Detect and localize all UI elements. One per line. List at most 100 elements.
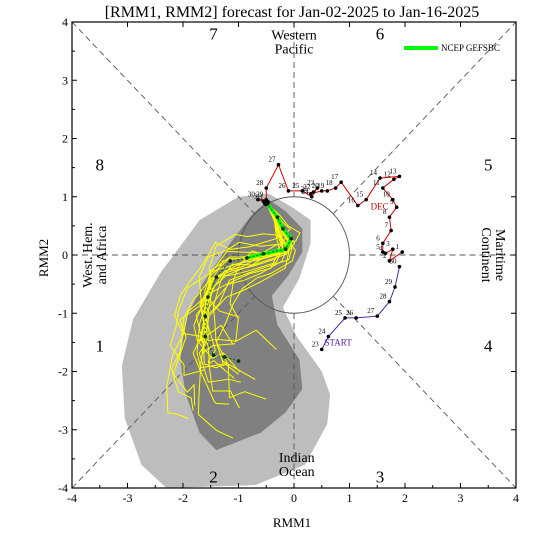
observed-dec-line bbox=[257, 163, 403, 262]
phase-label: 7 bbox=[209, 25, 218, 44]
ensemble-member-line bbox=[166, 202, 281, 419]
forecast-point bbox=[236, 359, 241, 363]
observed-dec-point bbox=[381, 250, 385, 254]
forecast-start-point bbox=[262, 199, 270, 207]
forecast-point bbox=[203, 314, 207, 318]
forecast-point bbox=[281, 226, 285, 231]
x-tick-label: 2 bbox=[402, 491, 408, 505]
region-label-line: Pacific bbox=[275, 42, 314, 57]
observed-dec-point bbox=[264, 186, 269, 190]
region-label-line: Maritime bbox=[492, 229, 507, 281]
observed-dec-day-label: 1 bbox=[260, 194, 264, 202]
observed-dec-day-label: 19 bbox=[317, 182, 325, 190]
observed-dec-point bbox=[325, 189, 330, 193]
observed-dec-day-label: 18 bbox=[326, 179, 334, 187]
observed-dec-day-label: 28 bbox=[256, 179, 264, 187]
observed-dec-day-label: 6 bbox=[376, 234, 380, 242]
observed-dec-day-label: 4 bbox=[379, 244, 383, 252]
observed-dec-day-label: 2 bbox=[383, 252, 387, 260]
observed-dec-day-label: 29 bbox=[256, 191, 264, 199]
chart-title: [RMM1, RMM2] forecast for Jan-02-2025 to… bbox=[105, 4, 480, 21]
region-label: Indian Ocean bbox=[279, 451, 315, 480]
observed-dec-point bbox=[387, 215, 392, 219]
observed-dec-day-label: 1 bbox=[396, 243, 400, 251]
ensemble-member-line bbox=[193, 202, 289, 373]
forecast-point bbox=[211, 353, 216, 357]
ensemble-member-line bbox=[202, 202, 290, 379]
y-tick-label: -4 bbox=[58, 481, 68, 495]
region-label: West. Hem.and Africa bbox=[81, 222, 110, 287]
x-axis-label: RMM1 bbox=[273, 515, 311, 530]
observed-dec-day-label: 26 bbox=[278, 182, 286, 190]
observed-dec-day-label: 30 bbox=[248, 191, 256, 199]
observed-dec-day-label: 22 bbox=[303, 183, 311, 191]
observed-nov-day-label: 24 bbox=[318, 328, 326, 336]
observed-dec-day-label: 17 bbox=[331, 173, 339, 181]
y-tick-label: 3 bbox=[62, 73, 68, 87]
observed-dec-day-label: 12 bbox=[384, 170, 392, 178]
x-tick-label: 3 bbox=[458, 491, 464, 505]
forecast-point bbox=[245, 256, 249, 260]
observed-nov-day-label: 28 bbox=[379, 293, 387, 301]
y-axis-label: RMM2 bbox=[36, 239, 51, 277]
region-label: Western Pacific bbox=[271, 28, 317, 57]
observed-dec-point bbox=[387, 259, 392, 263]
observed-nov-day-label: 30 bbox=[389, 258, 397, 266]
observed-dec-day-label: 7 bbox=[385, 222, 389, 230]
phase-label: 6 bbox=[376, 25, 385, 44]
observed-nov-point bbox=[354, 316, 358, 320]
region-label-line: Continent bbox=[478, 227, 493, 282]
x-tick-label: -1 bbox=[234, 491, 244, 505]
observed-dec-day-label: 5 bbox=[376, 243, 380, 251]
forecast-point bbox=[289, 236, 294, 241]
observed-dec-day-label: 20 bbox=[312, 182, 320, 190]
diagonal-guide bbox=[71, 295, 256, 489]
diagonal-guide bbox=[71, 21, 256, 215]
observed-dec-point bbox=[400, 250, 405, 254]
observed-dec-point bbox=[315, 186, 320, 190]
phase-label: 8 bbox=[96, 156, 105, 175]
region-label-line: Indian bbox=[279, 451, 315, 466]
forecast-point bbox=[214, 275, 219, 279]
observed-dec-day-label: 13 bbox=[389, 167, 397, 175]
observed-dec-day-label: 23 bbox=[307, 179, 315, 187]
observed-dec-day-label: 8 bbox=[383, 208, 387, 216]
observed-dec-point bbox=[300, 189, 305, 193]
y-tick-label: 1 bbox=[62, 190, 68, 204]
observed-nov-day-label: 29 bbox=[385, 278, 393, 286]
y-tick-label: -3 bbox=[58, 423, 68, 437]
ensemble-member-line bbox=[172, 202, 284, 406]
forecast-point bbox=[283, 247, 288, 251]
observed-dec-day-label: 31 bbox=[253, 192, 261, 200]
observed-dec-point bbox=[256, 197, 260, 202]
forecast-point bbox=[228, 259, 232, 263]
region-label-line: and Africa bbox=[95, 225, 110, 284]
observed-nov-point bbox=[343, 316, 347, 320]
track-annotation: DEC bbox=[371, 202, 389, 212]
y-tick-label: 0 bbox=[62, 248, 68, 262]
observed-dec-day-label: 10 bbox=[383, 191, 391, 199]
legend-label: NCEP GEFSBC bbox=[441, 43, 500, 53]
phase-label: 5 bbox=[484, 156, 493, 175]
observed-dec-day-label: 27 bbox=[268, 156, 276, 164]
x-tick-label: -3 bbox=[123, 491, 133, 505]
observed-dec-point bbox=[381, 241, 385, 246]
observed-dec-point bbox=[383, 251, 388, 256]
observed-dec-point bbox=[392, 177, 396, 182]
diagonal-guide bbox=[332, 21, 517, 215]
phase-label: 1 bbox=[96, 336, 105, 355]
observed-dec-point bbox=[397, 174, 402, 179]
observed-nov-point bbox=[375, 314, 380, 318]
forecast-point bbox=[206, 295, 210, 299]
phase-label: 3 bbox=[376, 467, 385, 486]
observed-dec-point bbox=[333, 186, 338, 190]
y-tick-label: 2 bbox=[62, 132, 68, 146]
observed-dec-day-label: 9 bbox=[390, 198, 394, 206]
observed-dec-point bbox=[381, 186, 385, 190]
observed-dec-day-label: 21 bbox=[301, 185, 309, 193]
ensemble-member-line bbox=[192, 202, 289, 405]
observed-dec-point bbox=[390, 247, 395, 251]
observed-dec-point bbox=[390, 197, 395, 202]
observed-dec-point bbox=[364, 197, 368, 202]
observed-nov-day-label: 27 bbox=[367, 307, 375, 315]
